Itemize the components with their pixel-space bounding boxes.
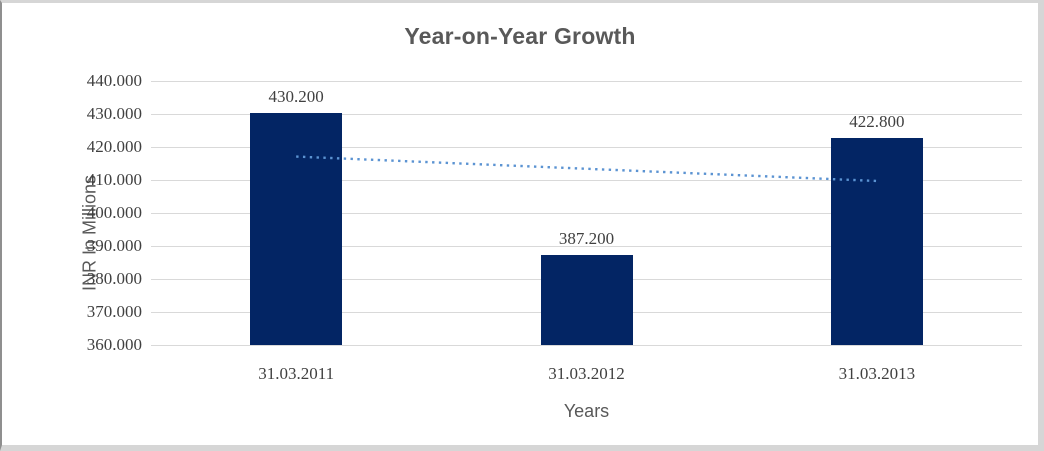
gridline [151,213,1022,214]
gridline [151,147,1022,148]
gridline [151,246,1022,247]
x-tick-label: 31.03.2013 [838,364,916,383]
bar-31.03.2011 [250,113,343,345]
x-tick-label: 31.03.2012 [548,364,625,383]
x-tick-label: 31.03.2011 [258,364,335,383]
y-tick-label: 360.000 [86,335,142,354]
y-tick-label: 390.000 [86,236,142,255]
y-tick-label: 410.000 [86,170,142,189]
bar-31.03.2012 [540,255,633,345]
bar-data-label: 387.200 [558,229,615,249]
bar-data-label: 422.800 [849,111,905,131]
y-tick-label: 380.000 [86,269,142,288]
bar-31.03.2013 [830,137,923,345]
y-tick-label: 370.000 [86,302,142,321]
y-tick-label: 440.000 [86,71,142,90]
y-tick-label: 430.000 [86,104,142,123]
bar-data-label: 430.200 [268,87,324,107]
chart-title: Year-on-Year Growth [404,23,636,49]
gridline [151,345,1022,346]
y-tick-label: 400.000 [86,203,142,222]
x-axis-title: Years [563,401,610,421]
gridline [151,81,1022,82]
y-tick-label: 420.000 [86,137,142,156]
gridline [151,114,1022,115]
